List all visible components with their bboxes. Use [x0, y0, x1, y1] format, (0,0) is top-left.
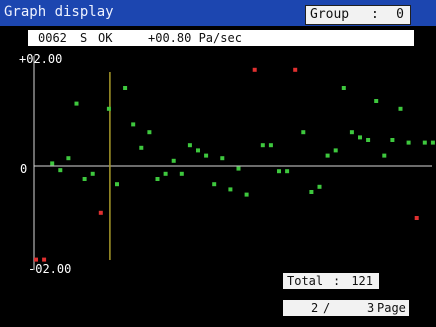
alarm-data-point — [98, 210, 103, 215]
total-value: 121 — [351, 274, 373, 288]
data-point — [301, 130, 306, 135]
data-point — [66, 156, 71, 161]
data-point — [115, 182, 119, 187]
data-point — [382, 153, 387, 158]
data-point — [268, 143, 273, 148]
page-separator: / — [323, 301, 331, 315]
status-flag: S — [80, 31, 88, 45]
data-point — [341, 86, 346, 90]
y-axis-zero-label: 0 — [20, 162, 28, 176]
group-selector[interactable]: Group : 0 — [305, 5, 411, 25]
group-separator: : — [371, 7, 379, 22]
data-point — [349, 130, 354, 135]
data-point — [260, 143, 265, 148]
data-point — [236, 166, 241, 171]
status-code: 0062 — [38, 31, 67, 45]
data-point — [366, 138, 371, 142]
y-axis-max-label: +02.00 — [19, 52, 63, 66]
data-point — [277, 169, 281, 174]
alarm-data-point — [34, 257, 38, 262]
data-point — [187, 143, 192, 148]
page-total: 3 — [367, 301, 375, 315]
data-point — [131, 122, 136, 127]
status-state: OK — [98, 31, 113, 45]
data-point — [171, 158, 176, 163]
data-point — [196, 148, 200, 153]
data-point — [390, 138, 395, 142]
data-point — [179, 171, 184, 176]
page-indicator[interactable]: 2 / 3 Page — [283, 300, 409, 316]
data-point — [82, 177, 87, 181]
page-word: Page — [377, 301, 406, 315]
alarm-data-point — [293, 67, 298, 72]
status-bar: 0062 S OK +00.80 Pa/sec — [28, 30, 414, 46]
data-point — [398, 106, 403, 111]
data-point — [58, 168, 63, 173]
data-point — [147, 130, 152, 135]
data-point — [212, 182, 217, 187]
alarm-data-point — [42, 257, 47, 262]
data-point — [317, 184, 322, 189]
data-point — [139, 145, 144, 150]
alarm-data-point — [252, 67, 257, 72]
data-point — [90, 171, 95, 176]
data-point — [163, 171, 168, 176]
y-axis-min-label: -02.00 — [28, 262, 72, 276]
total-separator: : — [333, 274, 341, 288]
data-point — [406, 140, 411, 145]
data-point — [325, 153, 330, 158]
page-current: 2 — [311, 301, 319, 315]
data-point — [374, 99, 379, 103]
data-point — [285, 169, 290, 174]
data-point — [422, 140, 427, 145]
data-points — [34, 67, 435, 262]
data-point — [74, 101, 79, 106]
group-label: Group — [310, 7, 350, 22]
status-rate: +00.80 Pa/sec — [148, 31, 242, 45]
data-point — [333, 148, 338, 153]
total-label: Total — [287, 274, 324, 288]
data-point — [228, 187, 233, 192]
data-point — [430, 140, 435, 145]
group-value: 0 — [396, 7, 404, 22]
data-point — [309, 190, 314, 194]
data-point — [244, 192, 249, 197]
alarm-data-point — [414, 216, 419, 220]
data-point — [123, 86, 128, 90]
data-point — [106, 106, 111, 111]
data-point — [50, 161, 55, 166]
screen-title: Graph display — [4, 4, 114, 20]
data-point — [204, 153, 209, 158]
data-point — [220, 156, 225, 161]
data-point — [155, 177, 160, 181]
total-count-box: Total : 121 — [283, 273, 379, 289]
data-point — [358, 135, 362, 140]
title-bar: Graph display Group : 0 — [0, 0, 436, 26]
